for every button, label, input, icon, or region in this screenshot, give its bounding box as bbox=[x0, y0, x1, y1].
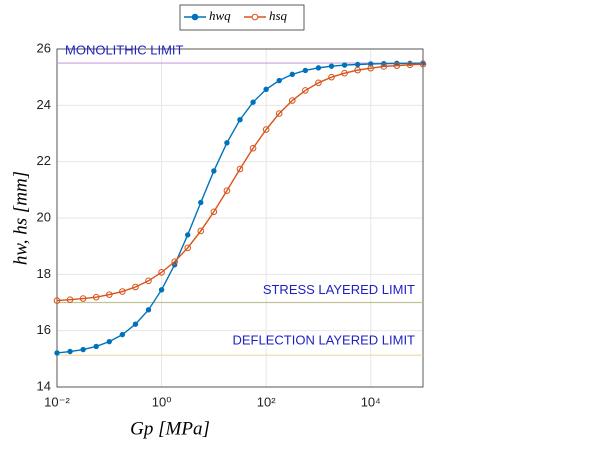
marker bbox=[145, 307, 152, 313]
reference-label: STRESS LAYERED LIMIT bbox=[263, 282, 415, 297]
marker bbox=[119, 288, 126, 295]
x-tick-label: 10⁻² bbox=[44, 394, 70, 409]
marker bbox=[211, 168, 217, 174]
reference-label: DEFLECTION LAYERED LIMIT bbox=[232, 333, 415, 348]
marker bbox=[53, 297, 61, 304]
marker bbox=[224, 140, 230, 146]
marker bbox=[419, 60, 427, 68]
reference-label: MONOLITHIC LIMIT bbox=[65, 43, 184, 58]
marker bbox=[393, 62, 401, 69]
x-tick-label: 10⁰ bbox=[152, 394, 172, 409]
marker bbox=[380, 63, 388, 70]
series-line bbox=[56, 63, 424, 302]
y-axis-label: hw, hs [mm] bbox=[10, 171, 31, 265]
marker bbox=[67, 348, 73, 355]
x-tick-label: 10⁴ bbox=[361, 394, 381, 409]
marker bbox=[368, 61, 374, 67]
marker bbox=[302, 67, 309, 74]
marker bbox=[198, 199, 204, 206]
y-tick-label: 16 bbox=[37, 322, 51, 337]
marker bbox=[315, 79, 322, 87]
marker bbox=[145, 277, 152, 285]
x-axis-label: Gp [MPa] bbox=[130, 418, 210, 439]
marker bbox=[276, 77, 282, 84]
marker bbox=[289, 71, 295, 78]
marker bbox=[105, 291, 113, 298]
marker bbox=[66, 296, 74, 303]
y-tick-label: 20 bbox=[37, 209, 51, 224]
marker bbox=[184, 244, 192, 252]
legend-label: hwq bbox=[209, 8, 231, 23]
marker bbox=[367, 64, 375, 72]
marker bbox=[132, 283, 139, 291]
marker bbox=[288, 97, 296, 104]
marker bbox=[354, 61, 361, 68]
marker bbox=[185, 232, 191, 238]
y-tick-label: 22 bbox=[37, 153, 51, 168]
legend-label: hsq bbox=[269, 8, 288, 23]
marker bbox=[263, 86, 269, 92]
marker bbox=[275, 110, 283, 117]
marker bbox=[158, 287, 165, 293]
legend-marker bbox=[251, 13, 259, 21]
marker bbox=[262, 126, 270, 133]
legend-marker bbox=[191, 13, 199, 21]
marker bbox=[132, 321, 139, 327]
marker bbox=[158, 269, 165, 276]
marker bbox=[93, 343, 99, 350]
marker bbox=[302, 87, 309, 94]
marker bbox=[341, 69, 348, 77]
marker bbox=[171, 258, 178, 265]
marker bbox=[79, 295, 87, 302]
marker bbox=[210, 208, 218, 216]
marker bbox=[106, 338, 112, 345]
marker bbox=[250, 99, 256, 105]
marker bbox=[236, 165, 244, 173]
marker bbox=[315, 65, 322, 71]
marker bbox=[328, 73, 335, 81]
marker bbox=[354, 66, 361, 74]
marker bbox=[223, 187, 231, 194]
marker bbox=[197, 227, 205, 235]
marker bbox=[119, 331, 126, 338]
marker bbox=[80, 346, 86, 353]
series-line bbox=[56, 62, 424, 354]
plot-frame bbox=[56, 48, 424, 388]
marker bbox=[54, 350, 60, 356]
marker bbox=[92, 293, 100, 301]
marker bbox=[341, 62, 348, 68]
marker bbox=[249, 144, 257, 152]
marker bbox=[237, 116, 243, 123]
y-tick-label: 14 bbox=[37, 378, 51, 393]
marker bbox=[406, 61, 414, 69]
marker bbox=[328, 63, 335, 69]
y-tick-label: 24 bbox=[37, 97, 51, 112]
y-tick-label: 18 bbox=[37, 266, 51, 281]
y-tick-label: 26 bbox=[37, 40, 51, 55]
x-tick-label: 10² bbox=[257, 394, 276, 409]
